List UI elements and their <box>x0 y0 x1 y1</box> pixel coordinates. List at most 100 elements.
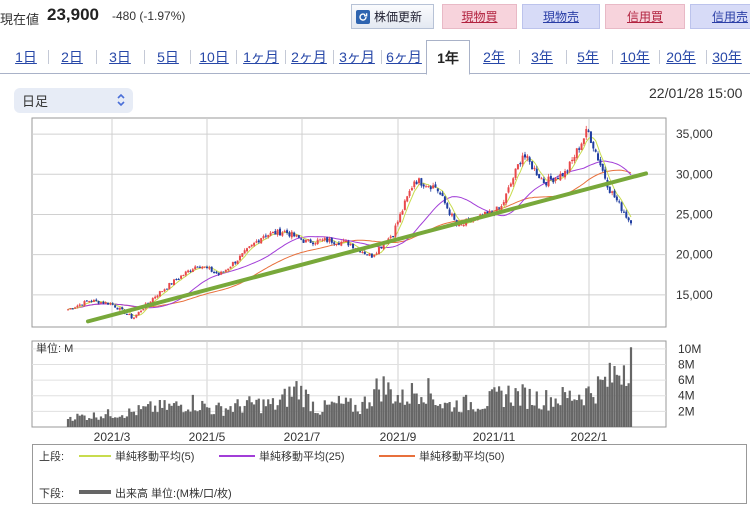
legend-ma50-swatch <box>379 455 415 457</box>
tab-1y[interactable]: 1年 <box>426 40 470 75</box>
spot-buy-button[interactable]: 現物買 <box>442 4 517 29</box>
volume-bar <box>248 396 251 427</box>
volume-bar <box>391 403 395 427</box>
tab-divider <box>285 50 286 64</box>
tab-3m[interactable]: 3ヶ月 <box>339 48 375 65</box>
tab-5y[interactable]: 5年 <box>577 48 599 65</box>
tab-10d[interactable]: 10日 <box>199 48 229 65</box>
candle-body <box>564 171 567 178</box>
tab-5d[interactable]: 5日 <box>157 48 179 65</box>
volume-bar <box>573 399 576 427</box>
volume-bar <box>250 402 253 427</box>
tab-3y[interactable]: 3年 <box>531 48 553 65</box>
candle-body <box>128 314 131 316</box>
x-tick-label: 2021/5 <box>189 430 226 444</box>
volume-bar <box>465 394 468 427</box>
volume-bar <box>76 413 79 427</box>
candle-period-select[interactable]: 日足 <box>14 88 133 113</box>
volume-bar <box>335 403 338 427</box>
tab-20y[interactable]: 20年 <box>666 48 696 65</box>
candle-body <box>156 295 159 298</box>
candle-body <box>439 192 442 195</box>
volume-bar <box>142 406 145 427</box>
tab-1m[interactable]: 1ヶ月 <box>243 48 279 65</box>
volume-bar <box>368 402 371 427</box>
candle-body <box>90 300 93 302</box>
candle-body <box>427 186 430 188</box>
volume-bar <box>321 411 324 427</box>
volume-bar <box>304 389 308 427</box>
volume-bar <box>285 406 289 427</box>
candle-body <box>528 157 531 162</box>
candle-body <box>507 187 510 193</box>
candle-body <box>217 272 220 275</box>
volume-bar <box>439 404 442 427</box>
volume-bar <box>497 386 501 427</box>
volume-bar <box>229 406 232 427</box>
candle-body <box>509 183 512 187</box>
candle-body <box>203 266 206 268</box>
volume-bar <box>467 410 470 427</box>
candle-body <box>250 244 253 247</box>
candle-body <box>566 170 569 172</box>
candle-body <box>208 267 211 269</box>
candle-body <box>450 213 453 216</box>
candle-body <box>255 241 258 243</box>
volume-bar <box>114 417 117 427</box>
volume-bar <box>102 418 105 427</box>
current-price-value: 23,900 <box>47 5 99 24</box>
volume-bar <box>293 386 296 427</box>
tab-10y[interactable]: 10年 <box>620 48 650 65</box>
margin-sell-button[interactable]: 信用売 <box>690 4 750 29</box>
margin-buy-button[interactable]: 信用買 <box>605 4 685 29</box>
candle-body <box>599 159 602 166</box>
candle-body <box>107 302 110 305</box>
volume-bar <box>344 397 348 427</box>
candle-body <box>246 248 249 252</box>
volume-bar <box>401 389 404 427</box>
volume-bar <box>146 404 150 427</box>
price-change: -480 (-1.97%) <box>112 9 186 23</box>
candle-body <box>582 138 585 144</box>
candle-body <box>326 237 329 242</box>
tab-1d[interactable]: 1日 <box>15 48 37 65</box>
tab-6m[interactable]: 6ヶ月 <box>386 48 422 65</box>
volume-bar <box>519 405 522 427</box>
volume-bar <box>163 400 166 427</box>
tab-2d[interactable]: 2日 <box>61 48 83 65</box>
period-tabs: 1日 2日 3日 5日 10日 1ヶ月 2ヶ月 3ヶ月 6ヶ月 1年 2年 3年… <box>0 40 750 75</box>
candle-body <box>458 224 461 227</box>
candle-body <box>180 275 183 279</box>
volume-bar <box>210 414 213 427</box>
volume-tick-label: 4M <box>678 389 695 403</box>
candle-body <box>552 178 555 183</box>
candle-body <box>535 168 538 176</box>
candle-body <box>366 254 369 256</box>
spot-sell-button[interactable]: 現物売 <box>522 4 600 29</box>
tab-2m[interactable]: 2ヶ月 <box>291 48 327 65</box>
tab-divider <box>96 50 97 64</box>
candle-body <box>486 211 489 214</box>
candle-body <box>615 196 618 201</box>
candle-body <box>67 309 69 311</box>
candle-body <box>201 266 204 269</box>
volume-bar <box>205 407 209 427</box>
candle-body <box>521 155 524 165</box>
tab-3d[interactable]: 3日 <box>109 48 131 65</box>
tab-2y[interactable]: 2年 <box>483 48 505 65</box>
candle-body <box>399 213 402 223</box>
volume-bar <box>427 378 430 427</box>
volume-bar <box>144 406 147 427</box>
tab-divider <box>144 50 145 64</box>
candle-body <box>611 191 614 193</box>
candle-body <box>236 260 239 265</box>
volume-bar <box>203 403 206 427</box>
volume-bar <box>73 419 77 427</box>
candle-body <box>512 178 515 185</box>
update-price-button[interactable]: 株価更新 <box>351 4 434 29</box>
tab-30y[interactable]: 30年 <box>712 48 742 65</box>
volume-bar <box>71 420 74 427</box>
candle-body <box>333 242 336 244</box>
volume-bar <box>521 384 524 427</box>
volume-bar <box>191 394 194 427</box>
